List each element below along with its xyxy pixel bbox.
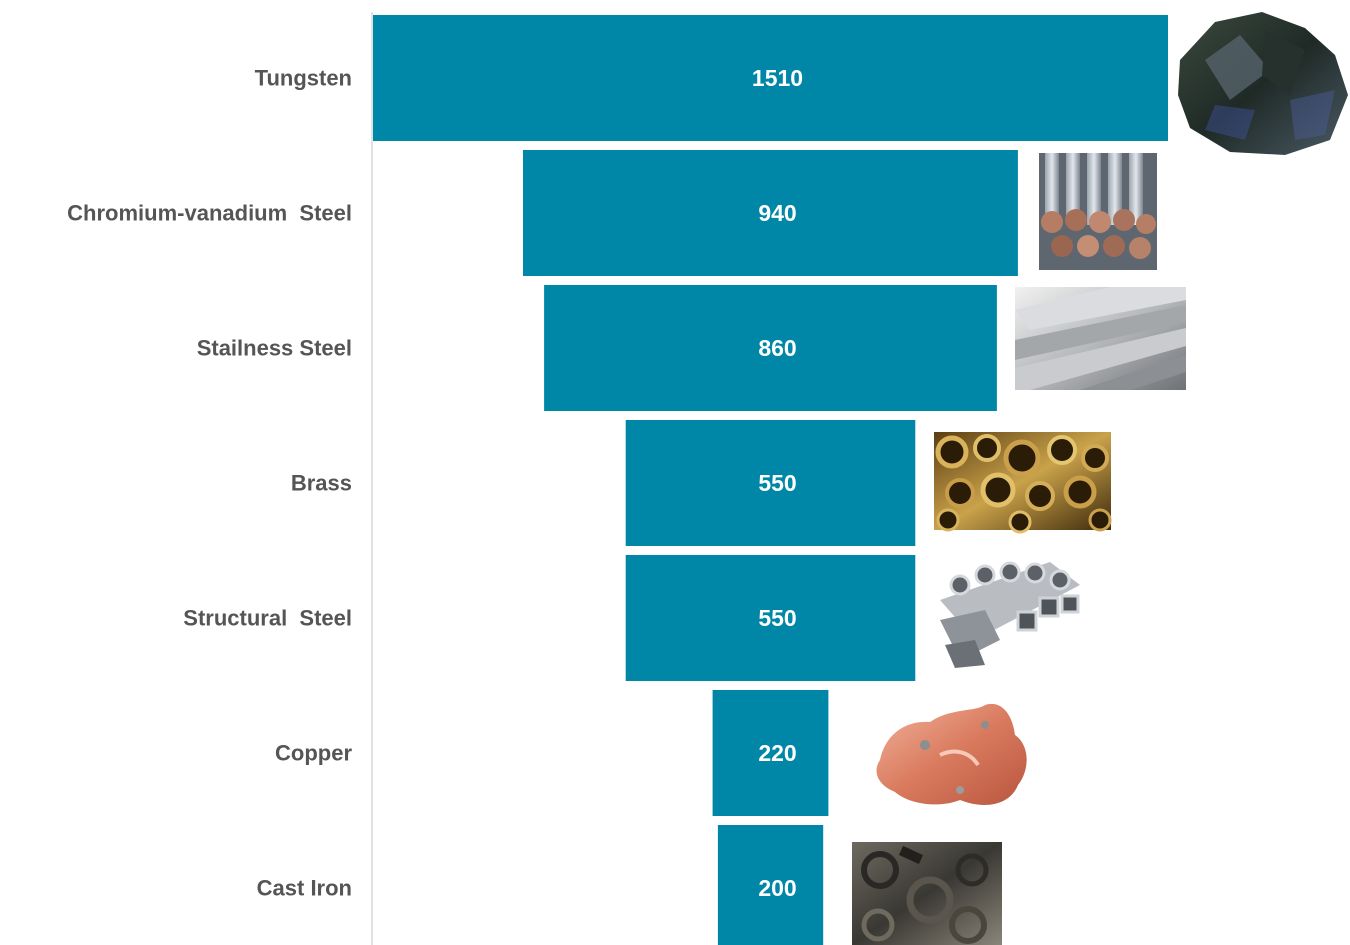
category-label-2: Stailness Steel [197, 336, 352, 361]
bar-4 [625, 555, 916, 681]
bar-3 [625, 420, 916, 546]
category-label-1: Chromium-vanadium Steel [67, 201, 352, 226]
steel-flat-bars-photo [1015, 287, 1186, 390]
value-labels: 1510 940 860 550 550 220 200 [752, 65, 803, 901]
steel-profiles-photo [940, 561, 1080, 668]
bar-5 [712, 690, 829, 816]
value-label-3: 550 [758, 470, 796, 496]
bar-2 [544, 285, 997, 411]
value-label-4: 550 [758, 605, 796, 631]
steel-rods-photo [1039, 153, 1157, 270]
category-labels: Tungsten Chromium-vanadium Steel Stailness… [67, 66, 352, 901]
value-label-6: 200 [758, 875, 796, 901]
brass-pipes-photo [934, 432, 1112, 534]
category-label-0: Tungsten [255, 66, 352, 91]
category-label-4: Structural Steel [183, 606, 352, 631]
value-label-5: 220 [758, 740, 796, 766]
bar-6 [717, 825, 824, 945]
cast-iron-scrap-photo [852, 842, 1002, 945]
bar-1 [523, 150, 1018, 276]
value-label-2: 860 [758, 335, 796, 361]
bar-0 [373, 15, 1168, 141]
funnel-bars [373, 15, 1168, 945]
copper-nugget-photo [876, 703, 1027, 805]
category-label-5: Copper [275, 741, 352, 766]
value-label-1: 940 [758, 200, 796, 226]
tungsten-ore-photo [1178, 12, 1348, 155]
category-label-3: Brass [291, 471, 352, 496]
category-label-6: Cast Iron [257, 876, 352, 901]
value-label-0: 1510 [752, 65, 803, 91]
